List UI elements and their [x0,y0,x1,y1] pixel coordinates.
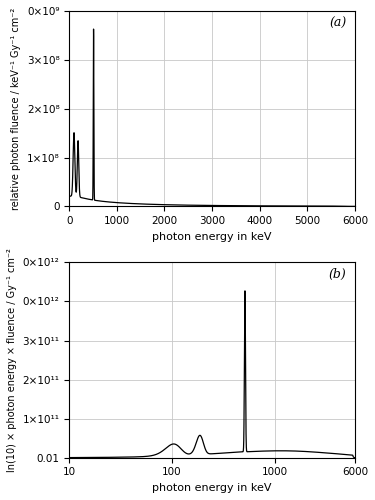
Text: (a): (a) [329,17,346,30]
Y-axis label: relative photon fluence / keV⁻¹ Gy⁻¹ cm⁻²: relative photon fluence / keV⁻¹ Gy⁻¹ cm⁻… [11,8,21,210]
X-axis label: photon energy in keV: photon energy in keV [152,232,272,241]
Y-axis label: ln(10) × photon energy × fluence / Gy⁻¹ cm⁻²: ln(10) × photon energy × fluence / Gy⁻¹ … [7,248,17,472]
Text: (b): (b) [328,268,346,281]
X-axis label: photon energy in keV: photon energy in keV [152,483,272,493]
